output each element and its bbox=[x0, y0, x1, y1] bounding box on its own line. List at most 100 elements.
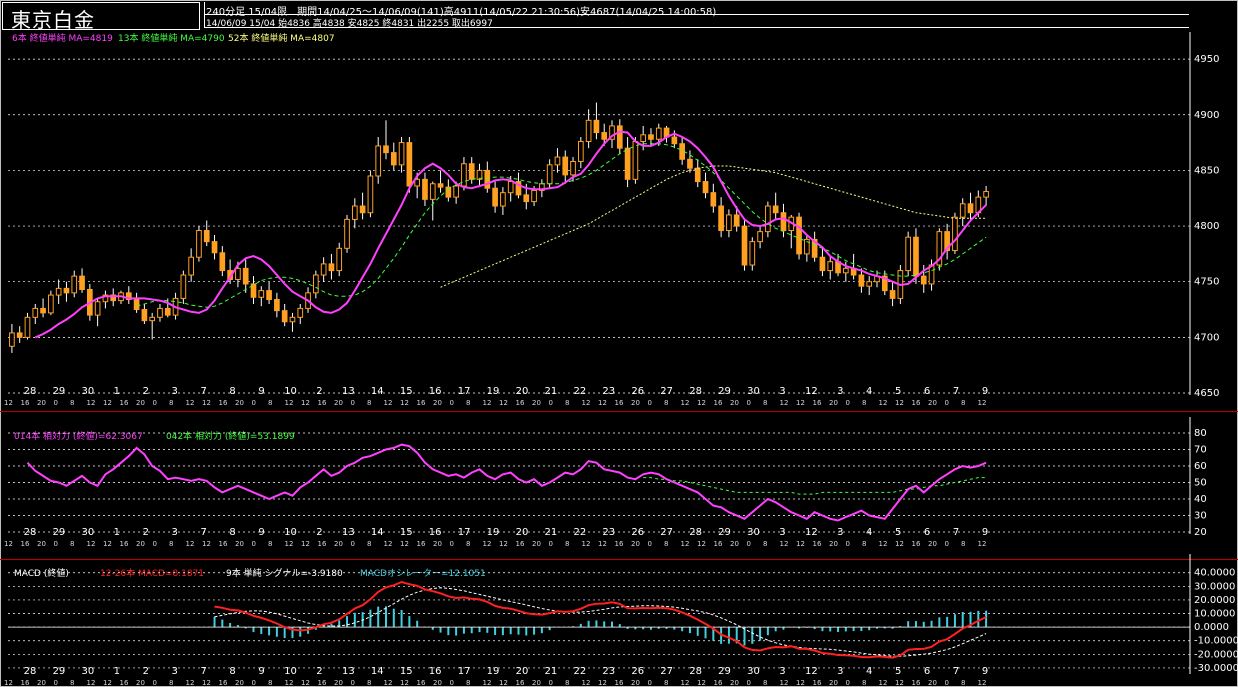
x-session-tick: 16 bbox=[714, 540, 723, 548]
candle-body bbox=[733, 214, 740, 227]
x-day-label: 2 bbox=[316, 666, 322, 677]
x-session-tick: 16 bbox=[219, 399, 228, 407]
x-day-label: 9 bbox=[258, 527, 264, 538]
candle-body bbox=[585, 119, 592, 142]
x-day-label: 10 bbox=[284, 386, 297, 397]
y-tick-label: 30 bbox=[1194, 511, 1207, 522]
x-session-tick: 20 bbox=[532, 399, 541, 407]
x-day-label: 19 bbox=[487, 386, 500, 397]
candle-body bbox=[944, 231, 950, 252]
x-session-tick: 16 bbox=[615, 399, 624, 407]
x-session-tick: 12 bbox=[598, 679, 607, 687]
candle-body bbox=[983, 191, 989, 198]
y-tick-label: 60 bbox=[1194, 461, 1207, 472]
candle-body bbox=[671, 136, 678, 145]
x-session-tick: 8 bbox=[565, 399, 569, 407]
y-tick-label: 4850 bbox=[1194, 165, 1219, 176]
x-day-label: 29 bbox=[718, 386, 731, 397]
candle-body bbox=[367, 175, 374, 214]
x-session-tick: 12 bbox=[285, 540, 294, 548]
period-info: 240分足 15/04限 期間14/04/25〜14/06/09(141)高49… bbox=[206, 7, 717, 18]
x-session-tick: 12 bbox=[697, 679, 706, 687]
x-session-tick: 8 bbox=[862, 679, 866, 687]
candle-body bbox=[24, 316, 31, 338]
header-divider bbox=[204, 14, 1189, 15]
x-day-label: 28 bbox=[24, 527, 37, 538]
legend-ma-slow: 52本 終値単純 MA=4807 bbox=[228, 34, 335, 44]
x-day-label: 26 bbox=[631, 527, 644, 538]
x-day-label: 27 bbox=[660, 527, 673, 538]
x-session-tick: 16 bbox=[21, 679, 30, 687]
x-session-tick: 16 bbox=[912, 540, 921, 548]
x-session-tick: 12 bbox=[681, 679, 690, 687]
candle-body bbox=[274, 299, 280, 312]
x-session-tick: 12 bbox=[879, 399, 888, 407]
x-session-tick: 12 bbox=[598, 399, 607, 407]
x-day-label: 23 bbox=[602, 386, 615, 397]
x-day-label: 5 bbox=[895, 386, 901, 397]
candle-body bbox=[149, 316, 156, 322]
x-session-tick: 12 bbox=[4, 540, 13, 548]
candle-body bbox=[281, 310, 288, 323]
candle-body bbox=[577, 140, 584, 163]
x-session-tick: 8 bbox=[268, 679, 272, 687]
x-session-tick: 0 bbox=[747, 540, 751, 548]
candle-body bbox=[164, 307, 171, 316]
x-session-tick: 12 bbox=[582, 399, 591, 407]
candle-body bbox=[289, 316, 296, 323]
x-day-label: 4 bbox=[866, 527, 872, 538]
x-session-tick: 12 bbox=[895, 540, 904, 548]
x-session-tick: 20 bbox=[37, 679, 46, 687]
candle-body bbox=[375, 145, 382, 177]
x-session-tick: 20 bbox=[631, 399, 640, 407]
x-session-tick: 0 bbox=[252, 540, 256, 548]
x-day-label: 21 bbox=[545, 666, 558, 677]
candle-body bbox=[842, 267, 849, 274]
candle-body bbox=[141, 309, 148, 322]
candle-body bbox=[710, 192, 717, 207]
candle-body bbox=[328, 263, 335, 272]
x-day-label: 5 bbox=[895, 527, 901, 538]
x-day-label: 3 bbox=[837, 527, 843, 538]
candle-body bbox=[609, 125, 615, 140]
x-session-tick: 8 bbox=[961, 540, 965, 548]
chart-title: 東京白金 bbox=[11, 8, 95, 32]
candle-body bbox=[492, 187, 498, 207]
x-session-tick: 20 bbox=[928, 540, 937, 548]
candle-body bbox=[359, 205, 366, 214]
candle-body bbox=[133, 299, 140, 311]
candle-body bbox=[266, 290, 272, 301]
x-day-label: 30 bbox=[82, 527, 95, 538]
x-session-tick: 12 bbox=[697, 399, 706, 407]
x-day-label: 7 bbox=[200, 386, 206, 397]
candle-body bbox=[905, 236, 912, 272]
x-session-tick: 0 bbox=[549, 399, 553, 407]
candle-body bbox=[461, 163, 467, 187]
x-session-tick: 8 bbox=[70, 540, 74, 548]
candle-body bbox=[967, 203, 974, 214]
x-day-label: 7 bbox=[953, 527, 959, 538]
y-tick-label: 4700 bbox=[1194, 332, 1219, 343]
x-day-label: 3 bbox=[779, 527, 785, 538]
x-session-tick: 8 bbox=[70, 399, 74, 407]
x-session-tick: 0 bbox=[450, 679, 454, 687]
x-session-tick: 16 bbox=[21, 399, 30, 407]
rsi-slow-line bbox=[643, 477, 987, 495]
x-day-label: 6 bbox=[924, 527, 930, 538]
x-session-tick: 20 bbox=[136, 540, 145, 548]
x-session-tick: 20 bbox=[433, 540, 442, 548]
x-session-tick: 0 bbox=[846, 399, 850, 407]
x-day-label: 23 bbox=[602, 666, 615, 677]
x-day-label: 3 bbox=[172, 386, 178, 397]
candle-body bbox=[445, 186, 452, 198]
x-session-tick: 12 bbox=[87, 399, 96, 407]
x-day-label: 3 bbox=[779, 386, 785, 397]
x-session-tick: 12 bbox=[780, 679, 789, 687]
legend-macd-title: MACD (終値) bbox=[14, 569, 69, 579]
x-day-label: 9 bbox=[982, 527, 988, 538]
title-box: 東京白金 bbox=[2, 2, 200, 32]
legend-oscillator: MACDオシレーター=12.1051 bbox=[360, 569, 486, 579]
y-tick-label: 4900 bbox=[1194, 110, 1219, 121]
x-session-tick: 12 bbox=[4, 399, 13, 407]
x-session-tick: 12 bbox=[879, 679, 888, 687]
